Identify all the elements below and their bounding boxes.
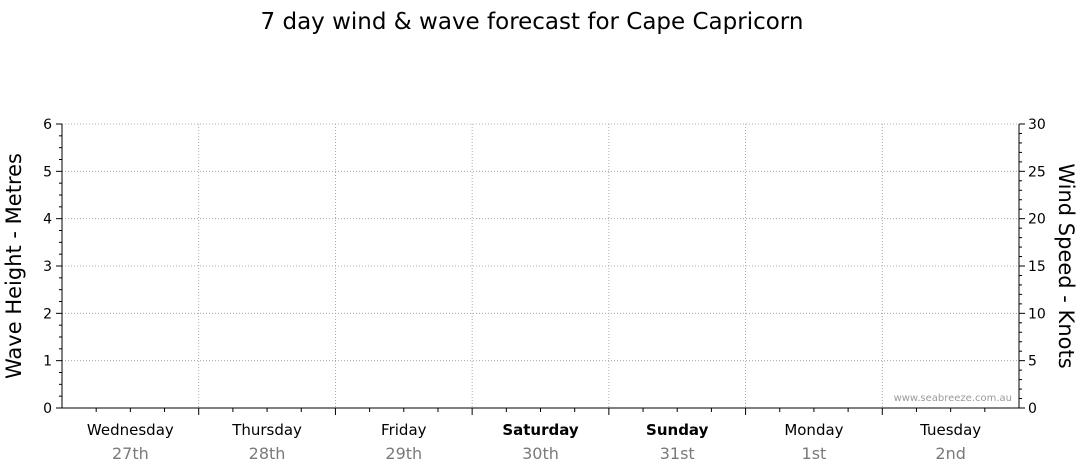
day-name-label: Tuesday	[919, 421, 981, 439]
right-tick-label: 15	[1028, 259, 1046, 275]
grid	[62, 123, 1019, 408]
left-tick-label: 6	[43, 117, 52, 133]
left-tick-label: 4	[43, 212, 52, 228]
day-name-label: Wednesday	[87, 421, 174, 439]
day-date-label: 2nd	[935, 444, 965, 463]
right-tick-label: 30	[1028, 117, 1046, 133]
right-tick-label: 20	[1028, 212, 1046, 228]
day-date-label: 27th	[112, 444, 149, 463]
chart-title: 7 day wind & wave forecast for Cape Capr…	[261, 9, 804, 35]
right-tick-label: 0	[1028, 401, 1037, 417]
day-date-label: 30th	[522, 444, 559, 463]
axes	[61, 124, 1020, 415]
watermark: www.seabreeze.com.au	[894, 393, 1012, 404]
day-name-label: Friday	[381, 421, 427, 439]
day-name-label: Monday	[784, 421, 843, 439]
left-axis-title: Wave Height - Metres	[2, 153, 26, 379]
left-tick-label: 1	[43, 354, 52, 370]
right-tick-label: 5	[1028, 354, 1037, 370]
day-date-label: 28th	[249, 444, 286, 463]
left-tick-label: 5	[43, 164, 52, 180]
left-tick-label: 0	[43, 401, 52, 417]
day-date-label: 29th	[385, 444, 422, 463]
left-tick-label: 2	[43, 306, 52, 322]
right-axis-ticks: 0 5 10 15 20 25 30	[1019, 117, 1046, 417]
day-name-label: Thursday	[231, 421, 302, 439]
day-date-label: 31st	[660, 444, 695, 463]
day-name-label: Sunday	[646, 421, 709, 439]
right-tick-label: 10	[1028, 306, 1046, 322]
right-axis-title: Wind Speed - Knots	[1054, 163, 1078, 368]
right-tick-label: 25	[1028, 164, 1046, 180]
left-tick-label: 3	[43, 259, 52, 275]
day-name-label: Saturday	[502, 421, 579, 439]
day-labels: Wednesday 27th Thursday 28th Friday 29th Satur…	[87, 421, 981, 463]
day-date-label: 1st	[802, 444, 827, 463]
left-axis-ticks: 0 1 2 3 4 5 6	[43, 117, 62, 417]
